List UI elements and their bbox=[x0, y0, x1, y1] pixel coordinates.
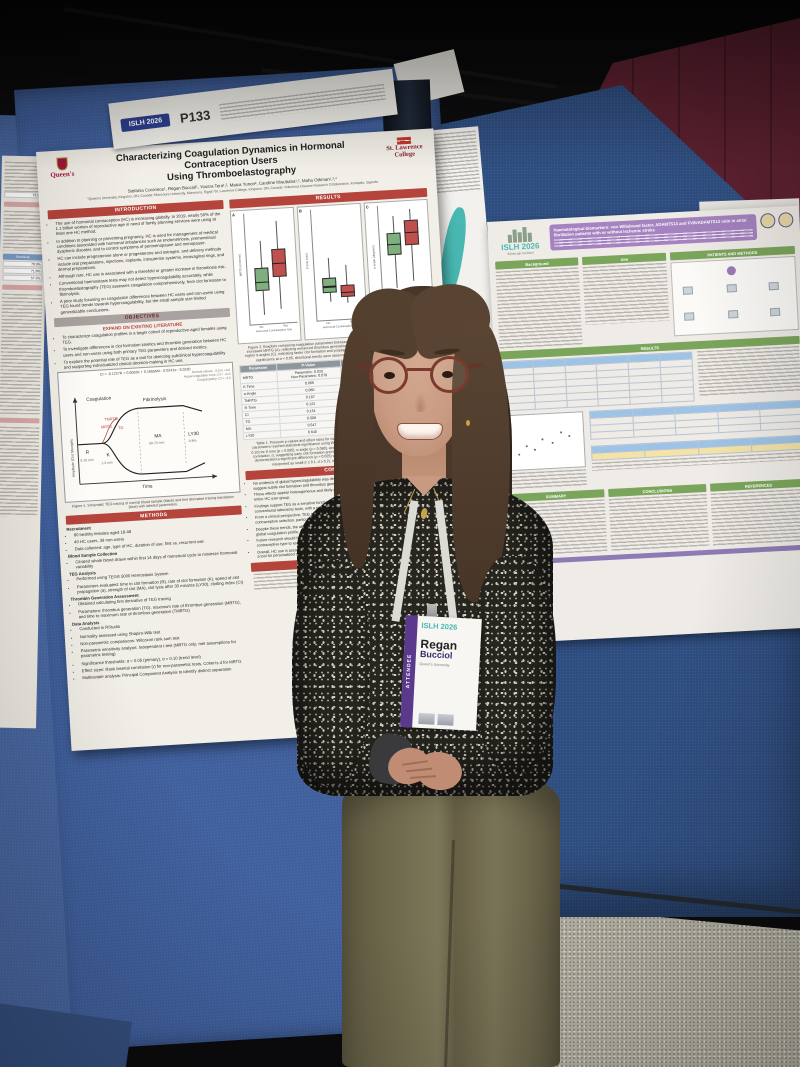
axis-y-label: Amplitude (Clot Strength) bbox=[70, 439, 76, 477]
label-mrtg: MRTG bbox=[101, 425, 112, 430]
teg-tracing-diagram: Coagulation Fibrinolysis TMRTG MRTG TG R… bbox=[70, 395, 218, 489]
pink-section-bar bbox=[2, 284, 43, 291]
label-ma-range: 50-73 mm bbox=[149, 440, 165, 445]
label-tmrtg: TMRTG bbox=[104, 417, 118, 422]
intro-bullets: The use of hormonal contraception (HC) i… bbox=[48, 211, 229, 315]
poster-number: P133 bbox=[179, 106, 212, 126]
methods-items: 80 healthy females aged 18-48 40 HC user… bbox=[67, 522, 244, 552]
background-column: Background bbox=[495, 255, 583, 350]
tables-bc bbox=[589, 400, 800, 485]
y-axis-label: K time (min) bbox=[304, 252, 310, 270]
flowchart-icon bbox=[726, 284, 738, 294]
results-table-b bbox=[589, 400, 800, 440]
queens-crest-icon bbox=[55, 157, 68, 171]
label-fibrinolysis: Fibrinolysis bbox=[143, 396, 167, 402]
badge-event-islh: ISLH bbox=[421, 620, 439, 631]
label-k: K bbox=[106, 452, 110, 457]
crest-icon bbox=[777, 211, 794, 228]
text-lines bbox=[0, 426, 40, 518]
methods-items: Conducted in RStudio Normality assessed … bbox=[72, 617, 251, 681]
lanyard-clip bbox=[427, 604, 437, 620]
label-ly30: LY30 bbox=[188, 431, 199, 437]
badge-event-year: 2026 bbox=[440, 621, 458, 632]
conclusions-column: CONCLUSIONS bbox=[608, 482, 709, 551]
crest-icon bbox=[759, 212, 776, 229]
islh-logo: ISLH 2026 Edinburgh Scotland bbox=[493, 225, 546, 257]
y-axis-label: α-angle (degrees) bbox=[371, 244, 377, 269]
blouse-sleeve-right bbox=[474, 556, 556, 774]
text-lines bbox=[495, 267, 583, 350]
blouse-sleeve-left bbox=[292, 560, 370, 786]
label-coagulation: Coagulation bbox=[86, 395, 112, 401]
flowchart-icon bbox=[683, 312, 695, 322]
st-lawrence-logo: St. Lawrence College bbox=[382, 136, 427, 160]
text-lines bbox=[506, 469, 587, 490]
text-lines bbox=[429, 130, 481, 195]
badge-affiliation: Queen's University bbox=[419, 661, 450, 668]
aim-column: Aim bbox=[582, 251, 670, 345]
poster-left-column: INTRODUCTION The use of hormonal contrac… bbox=[47, 197, 251, 683]
axis-x-label: Time bbox=[142, 483, 153, 489]
main-poster: Queen's Characterizing Coagulation Dynam… bbox=[36, 128, 469, 751]
methods-column: PATIENTS AND METHODS bbox=[669, 244, 800, 340]
text-lines bbox=[697, 345, 800, 398]
methods-body: Recruitment 80 healthy females aged 18-4… bbox=[66, 517, 251, 681]
results-lower bbox=[503, 400, 800, 490]
label-ma: MA bbox=[154, 433, 162, 438]
percent-value: 78.9% bbox=[2, 260, 43, 268]
references-column: REFERENCES bbox=[709, 477, 800, 546]
methods-flowchart bbox=[670, 255, 800, 337]
eye-right bbox=[442, 371, 453, 378]
eye-left bbox=[384, 372, 395, 379]
text-lines bbox=[582, 262, 670, 325]
text-lines bbox=[710, 488, 800, 546]
right-poster-titlebox: Haematological biomarkers: von Willebran… bbox=[549, 213, 758, 251]
label-r-range: 5-10 min bbox=[80, 458, 93, 463]
panel-letter: C bbox=[365, 204, 369, 210]
boxplot-plot-area bbox=[243, 210, 298, 326]
label-tg: TG bbox=[118, 426, 124, 430]
label-small-text bbox=[218, 83, 387, 122]
glasses-lens-left bbox=[369, 357, 408, 394]
queens-wordmark: Queen's bbox=[50, 169, 75, 180]
label-ly30-range: 0-8% bbox=[189, 438, 197, 442]
figure1-teg-schematic: CI = -0.1227R + 0.0092K + 0.1655MA - 0.0… bbox=[57, 361, 241, 503]
scatter-block bbox=[503, 411, 587, 490]
olive-trousers bbox=[342, 768, 560, 1067]
percent-value: 57.3% bbox=[2, 274, 43, 282]
pink-section-bar bbox=[3, 201, 45, 208]
glasses-bridge bbox=[407, 368, 431, 371]
label-r: R bbox=[85, 449, 89, 454]
y-axis-label: MRTG (mm/min) bbox=[237, 253, 243, 277]
flowchart-icon bbox=[682, 286, 693, 296]
results-table-a bbox=[500, 351, 695, 411]
queens-logo: Queen's bbox=[44, 156, 79, 179]
text-lines bbox=[3, 210, 44, 252]
panel-letter: A bbox=[231, 212, 236, 218]
event-badge: ISLH 2026 bbox=[120, 112, 171, 132]
label-k-range: 1-3 min bbox=[101, 460, 113, 465]
flowchart-icon bbox=[768, 282, 779, 291]
panel-letter: B bbox=[298, 208, 302, 214]
text-lines bbox=[608, 493, 709, 551]
carpet-floor bbox=[540, 906, 800, 1067]
percent-value: 71.8% bbox=[2, 267, 43, 275]
nose bbox=[414, 392, 427, 412]
results-side bbox=[697, 345, 800, 401]
flowchart-icon bbox=[727, 310, 739, 319]
conference-badge: ATTENDEE ISLH 2026 Regan Bucciol Queen's… bbox=[400, 615, 482, 731]
smile bbox=[397, 423, 443, 440]
flowchart-icon bbox=[769, 308, 781, 317]
badge-skyline-thumbnails bbox=[418, 712, 454, 726]
boxplot-panel-a: A MRTG (mm/min) No Yes Hormonal Contrace… bbox=[229, 206, 302, 345]
badge-last-name: Bucciol bbox=[419, 648, 453, 661]
pink-section-bar bbox=[0, 417, 40, 424]
flowchart-node bbox=[726, 266, 737, 276]
university-crests bbox=[759, 211, 794, 229]
scatter-plot bbox=[503, 411, 586, 472]
text-lines bbox=[0, 293, 43, 415]
table-header: Sensitivity bbox=[2, 253, 43, 261]
earring bbox=[466, 420, 470, 426]
